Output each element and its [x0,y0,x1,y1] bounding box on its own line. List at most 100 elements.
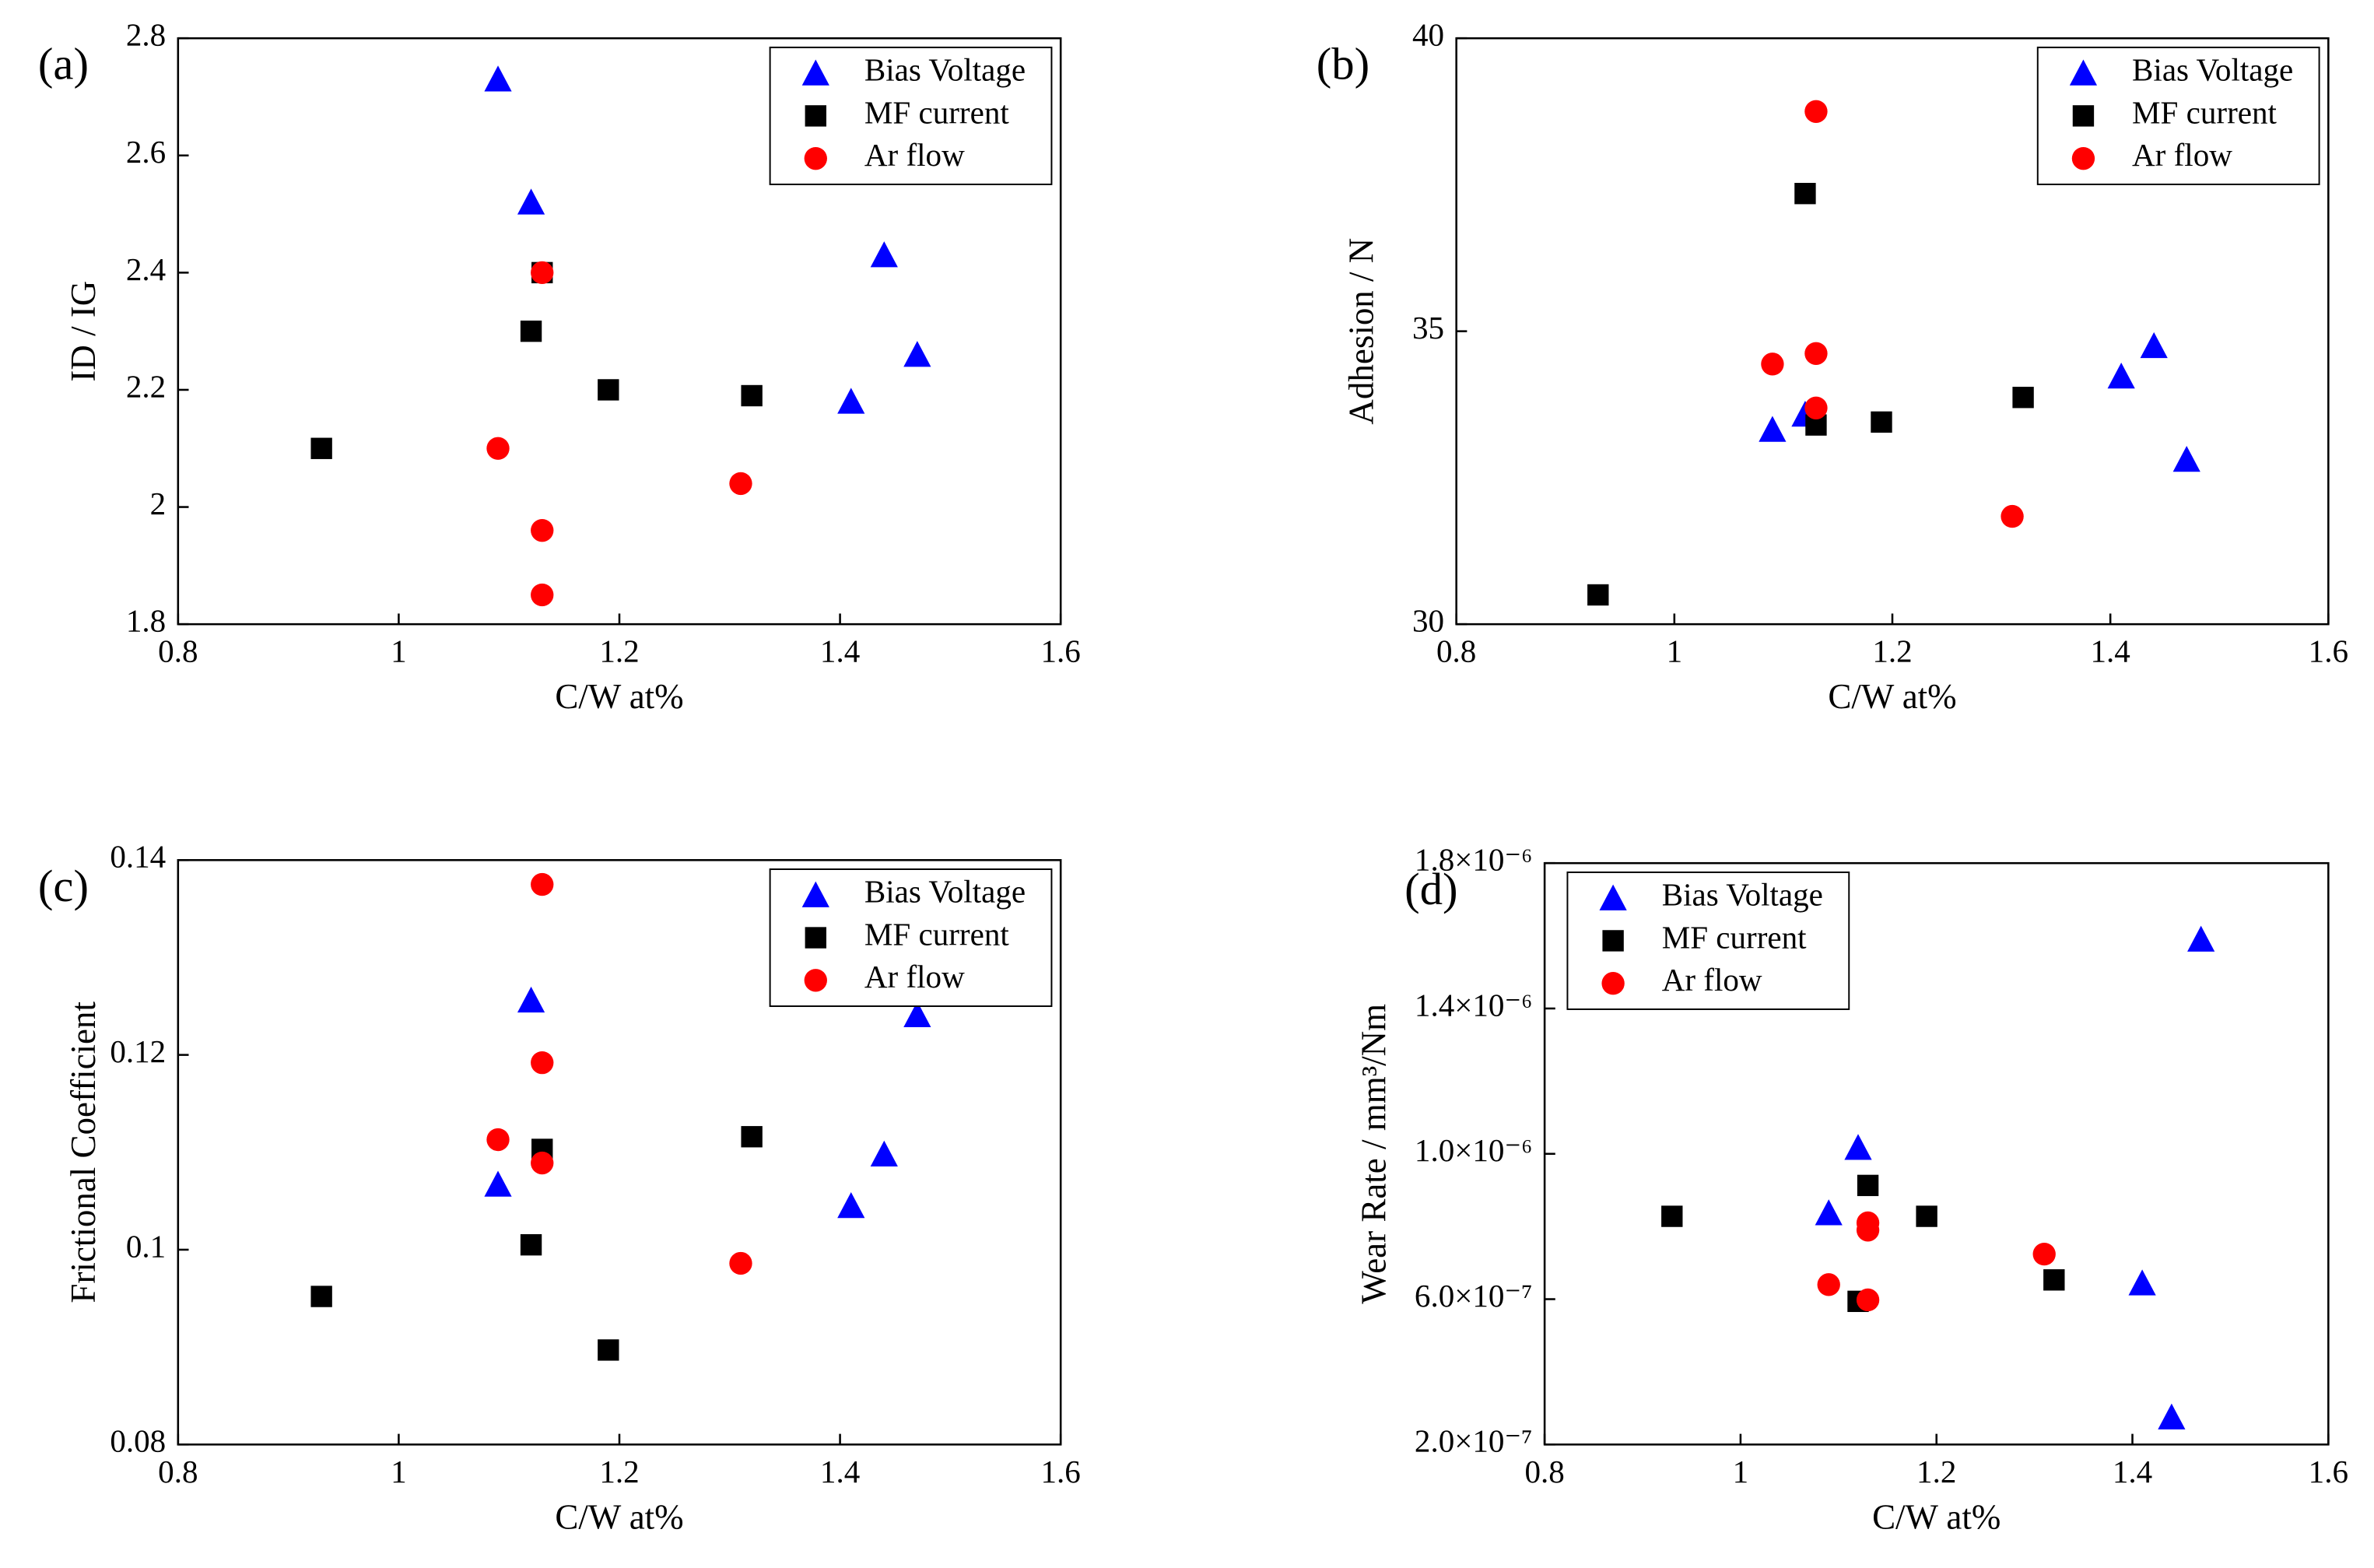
y-tick-label: 0.12 [110,1033,166,1069]
circle-marker [1804,396,1828,419]
circle-marker [804,969,827,992]
y-axis-label: Wear Rate / mm³/Nm [1354,1004,1393,1304]
square-marker [741,1126,763,1148]
y-tick-label: 0.14 [110,839,166,875]
triangle-marker [1844,1134,1872,1160]
square-marker [310,1286,332,1307]
square-marker [598,379,619,401]
x-axis-label: C/W at% [555,1497,683,1536]
x-axis-label: C/W at% [1872,1497,2001,1536]
legend-label: Ar flow [1662,962,1762,998]
legend-label: Ar flow [864,137,965,173]
triangle-marker [484,1170,512,1197]
triangle-marker [2187,925,2215,952]
x-tick-label: 1.6 [1041,633,1081,669]
y-axis-label: ID / IG [64,281,103,382]
legend-label: MF current [864,94,1009,130]
y-tick-label: 1.4×10⁻⁶ [1415,987,1533,1023]
square-marker [1916,1205,1937,1227]
square-marker [1794,183,1816,205]
square-marker [520,320,542,342]
circle-marker [2071,147,2095,170]
square-marker [741,384,763,407]
y-tick-label: 2.8 [126,17,166,53]
triangle-marker [2158,1403,2186,1429]
y-axis-label: Frictional Coefficient [64,1001,103,1303]
square-marker [1871,411,1892,433]
y-tick-label: 2.2 [126,368,166,404]
x-axis-label: C/W at% [1828,677,1956,716]
circle-marker [729,472,752,496]
legend-label: Bias Voltage [1662,877,1823,913]
triangle-marker [2107,363,2135,389]
panel-label: (d) [1404,864,1457,914]
triangle-marker [2140,331,2168,359]
y-tick-label: 2.0×10⁻⁷ [1415,1423,1533,1459]
square-marker [805,105,826,127]
legend-label: Ar flow [864,959,965,994]
x-tick-label: 1.2 [599,1454,639,1489]
legend-label: MF current [1662,919,1807,955]
x-tick-label: 1.4 [820,1454,860,1489]
x-tick-label: 1.2 [1916,1454,1956,1489]
square-marker [1602,930,1624,952]
x-tick-label: 1 [1667,633,1683,669]
y-tick-label: 2 [150,486,167,521]
square-marker [2012,387,2034,409]
y-tick-label: 1.8×10⁻⁶ [1415,842,1533,878]
square-marker [310,437,332,459]
x-tick-label: 1.6 [2309,1454,2348,1489]
x-tick-label: 1 [1733,1454,1749,1489]
triangle-marker [870,241,898,268]
x-tick-label: 1.6 [2309,633,2348,669]
circle-marker [531,583,554,607]
legend-label: Ar flow [2132,137,2232,173]
triangle-marker [837,388,865,414]
x-tick-label: 1.4 [2090,633,2130,669]
square-marker [598,1339,619,1361]
triangle-marker [2172,445,2200,472]
triangle-marker [517,986,545,1013]
x-axis-label: C/W at% [555,677,683,716]
x-tick-label: 0.8 [1436,633,1476,669]
triangle-marker [2128,1269,2156,1296]
y-tick-label: 2.4 [126,251,166,287]
x-tick-label: 0.8 [158,1454,198,1489]
legend-label: Bias Voltage [2132,52,2293,88]
panel-label: (a) [38,39,89,89]
triangle-marker [837,1192,865,1219]
x-tick-label: 1 [391,633,407,669]
x-tick-label: 0.8 [1524,1454,1564,1489]
legend-label: MF current [864,916,1009,952]
square-marker [1857,1174,1879,1197]
square-marker [2043,1269,2065,1291]
triangle-marker [870,1140,898,1166]
x-tick-label: 1 [391,1454,407,1489]
legend-label: Bias Voltage [864,874,1026,910]
x-tick-label: 1.4 [2113,1454,2152,1489]
circle-marker [1856,1219,1880,1242]
y-axis-label: Adhesion / N [1342,238,1381,425]
x-tick-label: 1.6 [1041,1454,1081,1489]
circle-marker [1817,1273,1840,1296]
triangle-marker [801,59,829,86]
circle-marker [1601,972,1625,995]
circle-marker [531,872,554,896]
triangle-marker [1599,884,1627,910]
circle-marker [729,1251,752,1275]
triangle-marker [801,881,829,907]
y-tick-label: 0.08 [110,1423,166,1459]
triangle-marker [517,188,545,215]
circle-marker [1761,353,1784,376]
x-tick-label: 1.2 [599,633,639,669]
square-marker [1587,584,1609,606]
circle-marker [1804,342,1828,365]
triangle-marker [1815,1199,1843,1226]
square-marker [1661,1205,1683,1227]
circle-marker [531,1051,554,1075]
y-tick-label: 1.0×10⁻⁶ [1415,1132,1533,1168]
circle-marker [1856,1288,1880,1312]
circle-marker [486,1128,510,1152]
